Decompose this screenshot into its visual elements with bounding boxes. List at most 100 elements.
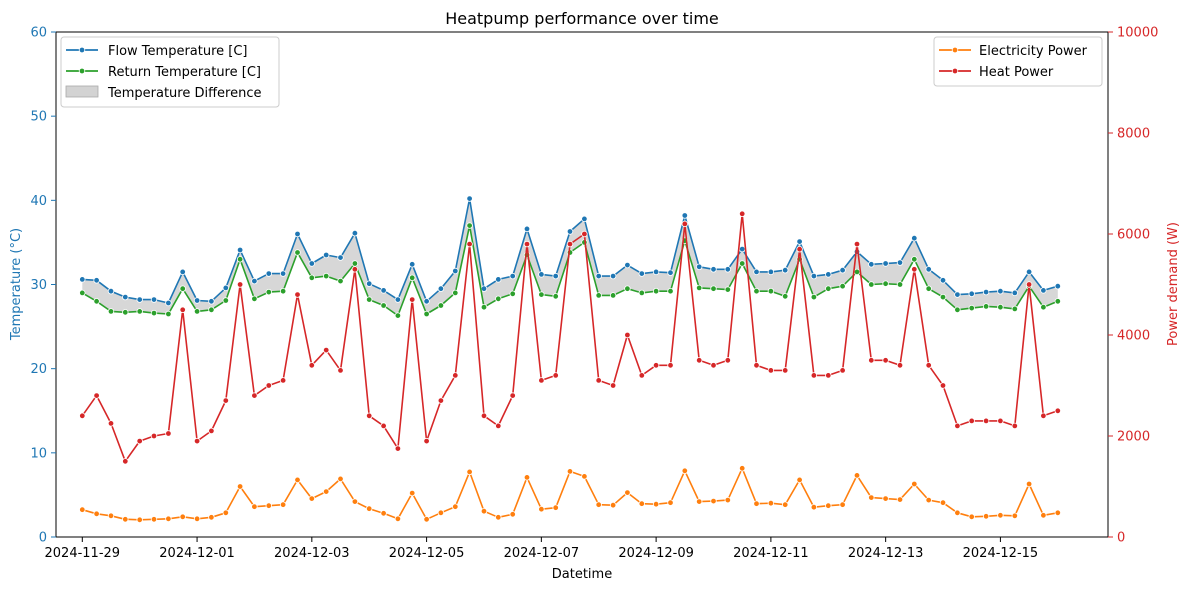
electricity-power-point bbox=[208, 514, 215, 521]
x-axis-label: Datetime bbox=[552, 567, 612, 582]
return-temperature-point bbox=[624, 285, 631, 292]
flow-temperature-point bbox=[939, 277, 947, 284]
heat-power-point bbox=[911, 266, 918, 273]
flow-temperature-point bbox=[423, 298, 430, 305]
electricity-power-point bbox=[294, 476, 301, 484]
return-temperature-point bbox=[380, 302, 387, 309]
electricity-power-point bbox=[337, 475, 344, 483]
electricity-power-point bbox=[552, 504, 559, 511]
return-temperature-point bbox=[452, 289, 459, 297]
heat-power-point bbox=[337, 367, 344, 374]
return-temperature-point bbox=[1054, 298, 1061, 305]
x-tick-label: 2024-12-09 bbox=[618, 546, 694, 561]
flow-temperature-point bbox=[638, 270, 645, 277]
flow-temperature-point bbox=[925, 266, 932, 273]
return-temperature-point bbox=[724, 286, 731, 293]
flow-temperature-point bbox=[954, 291, 961, 298]
legend-heat-label: Heat Power bbox=[979, 65, 1054, 80]
heat-power-point bbox=[1040, 412, 1047, 419]
electricity-power-point bbox=[122, 516, 129, 523]
heat-power-point bbox=[179, 306, 186, 313]
return-temperature-point bbox=[739, 260, 746, 267]
flow-temperature-point bbox=[652, 268, 660, 276]
x-tick-label: 2024-12-03 bbox=[274, 546, 350, 561]
heat-power-point bbox=[380, 422, 387, 430]
heat-power-point bbox=[638, 372, 645, 379]
flow-temperature-point bbox=[136, 296, 143, 303]
legend-right-box bbox=[933, 36, 1103, 87]
flow-temperature-point bbox=[222, 284, 229, 292]
heat-power-point bbox=[523, 240, 531, 248]
heat-power-point bbox=[222, 397, 229, 404]
flow-temperature-point bbox=[609, 272, 617, 280]
heat-power-point bbox=[796, 245, 803, 253]
legend-return-label: Return Temperature [C] bbox=[108, 65, 261, 80]
legend-diff-swatch bbox=[65, 85, 99, 98]
flow-temperature-point bbox=[1040, 287, 1047, 294]
electricity-power-point bbox=[165, 515, 172, 522]
electricity-power-point bbox=[107, 512, 115, 519]
electricity-power-point bbox=[523, 474, 531, 481]
heat-power-point bbox=[667, 362, 674, 369]
electricity-power-point bbox=[366, 505, 373, 512]
return-temperature-point bbox=[1011, 305, 1018, 313]
flow-temperature-point bbox=[1054, 283, 1061, 290]
electricity-power-point bbox=[509, 511, 516, 518]
flow-temperature-point bbox=[107, 288, 115, 295]
return-temperature-point bbox=[882, 280, 889, 287]
flow-temperature-point bbox=[796, 238, 803, 245]
heat-power-point bbox=[739, 210, 746, 217]
flow-temperature-point bbox=[495, 276, 502, 283]
return-temperature-point bbox=[107, 308, 115, 315]
electricity-power-point bbox=[380, 510, 387, 517]
left-y-tick-label: 60 bbox=[30, 26, 47, 41]
heat-power-point bbox=[825, 372, 832, 379]
x-tick-label: 2024-12-01 bbox=[159, 546, 235, 561]
heat-power-point bbox=[853, 240, 861, 248]
legend-flow-marker bbox=[78, 46, 86, 54]
heat-power-point bbox=[753, 362, 760, 369]
heat-power-point bbox=[150, 432, 158, 440]
heat-power-point bbox=[595, 377, 602, 384]
flow-temperature-point bbox=[93, 277, 100, 284]
electricity-power-point bbox=[896, 496, 904, 503]
heat-power-point bbox=[968, 417, 975, 425]
left-y-tick-label: 50 bbox=[30, 110, 47, 125]
flow-temperature-point bbox=[437, 285, 445, 292]
flow-temperature-point bbox=[323, 251, 330, 259]
heat-power-point bbox=[495, 422, 502, 430]
electricity-power-point bbox=[710, 497, 717, 505]
electricity-power-point bbox=[853, 472, 861, 479]
return-temperature-point bbox=[337, 277, 344, 285]
flow-temperature-point bbox=[810, 272, 818, 280]
heat-power-point bbox=[107, 420, 115, 427]
heat-power-point bbox=[294, 291, 301, 298]
heat-power-point bbox=[466, 240, 473, 248]
return-temperature-point bbox=[323, 272, 330, 280]
heat-power-point bbox=[308, 362, 315, 369]
series-layer bbox=[79, 195, 1061, 523]
return-temperature-point bbox=[997, 304, 1004, 311]
electricity-power-point bbox=[179, 513, 186, 520]
electricity-power-point bbox=[595, 501, 602, 508]
return-temperature-point bbox=[308, 274, 315, 281]
electricity-power-point bbox=[839, 501, 846, 508]
electricity-power-point bbox=[437, 509, 445, 516]
flow-temperature-point bbox=[236, 246, 244, 254]
return-temperature-point bbox=[193, 308, 201, 315]
return-temperature-point bbox=[409, 274, 416, 281]
flow-temperature-point bbox=[552, 272, 559, 280]
heat-power-point bbox=[236, 281, 244, 288]
flow-temperature-point bbox=[724, 266, 731, 273]
heat-power-point bbox=[868, 357, 875, 364]
heat-power-point bbox=[710, 362, 717, 369]
left-y-tick-label: 0 bbox=[39, 531, 47, 546]
return-temperature-point bbox=[122, 309, 129, 316]
electricity-power-point bbox=[1025, 480, 1033, 488]
flow-temperature-point bbox=[279, 270, 287, 277]
return-temperature-point bbox=[595, 292, 602, 299]
flow-temperature-point bbox=[509, 272, 516, 280]
return-temperature-point bbox=[495, 295, 502, 302]
electricity-power-point bbox=[696, 498, 703, 505]
